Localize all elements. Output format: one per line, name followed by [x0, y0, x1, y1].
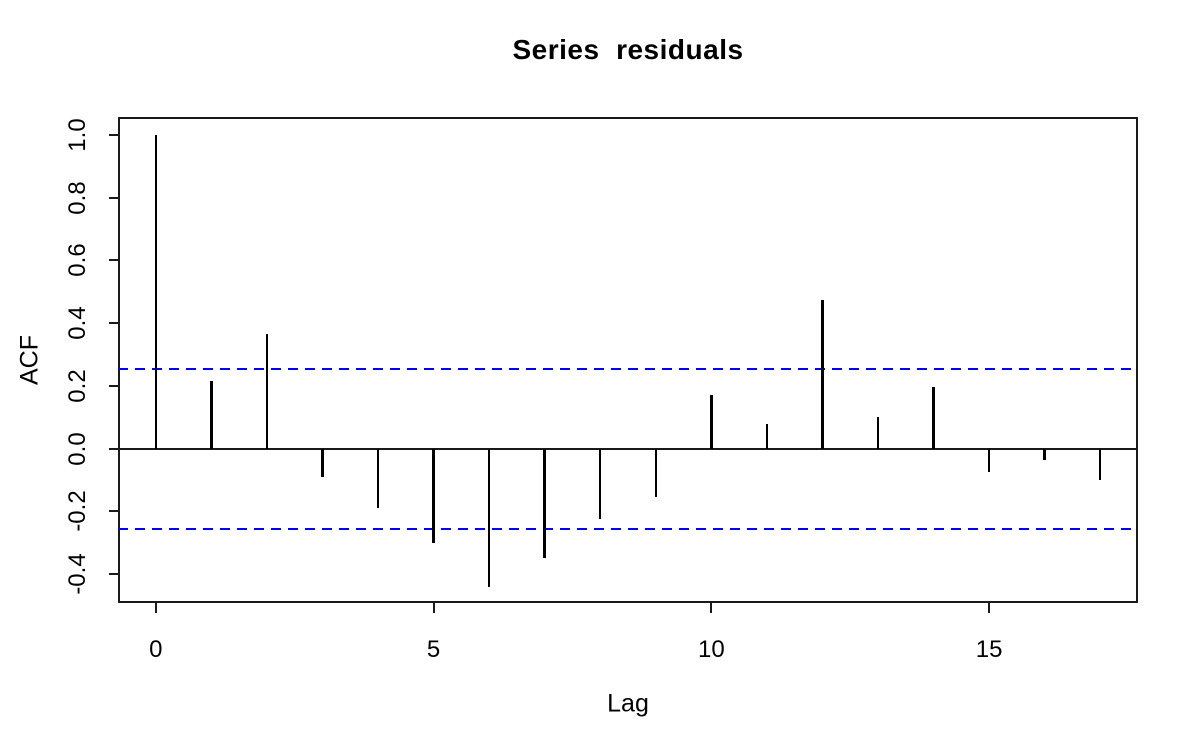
acf-bar-lag-10: [710, 395, 713, 449]
y-axis-tick-label: -0.4: [64, 553, 91, 595]
acf-bar-lag-7: [543, 448, 546, 559]
x-axis-tick: [988, 603, 991, 613]
y-axis-tick: [109, 196, 118, 199]
y-axis-tick: [109, 322, 118, 325]
y-axis-tick-label: 0.0: [64, 431, 91, 466]
y-axis-tick-label: -0.2: [64, 490, 91, 533]
y-axis-tick: [109, 384, 118, 387]
acf-bar-lag-11: [765, 423, 769, 449]
y-axis-tick-label: 0.8: [64, 180, 91, 215]
y-axis-tick-label: 0.2: [64, 369, 91, 403]
acf-bar-lag-17: [1098, 448, 1102, 480]
acf-bar-lag-15: [987, 448, 991, 473]
y-axis-tick: [109, 573, 118, 576]
x-axis-tick: [154, 603, 157, 613]
y-axis-tick: [109, 510, 118, 513]
x-axis-tick-label: 10: [697, 636, 725, 663]
y-axis-tick: [109, 259, 118, 262]
acf-bar-lag-0: [154, 134, 158, 449]
plot-area: [118, 117, 1138, 603]
acf-bar-lag-14: [932, 387, 935, 449]
x-axis-tick-label: 5: [426, 636, 441, 663]
zero-axis-line: [118, 447, 1138, 450]
y-axis-tick-label: 1.0: [64, 118, 91, 152]
plot-border-box: [118, 117, 1138, 603]
x-axis-tick-label: 0: [149, 636, 163, 663]
acf-bar-lag-8: [598, 448, 602, 520]
lower-confidence-line: [118, 527, 1138, 530]
x-axis-label: Lag: [607, 689, 649, 718]
chart-title: Series residuals: [512, 34, 744, 65]
acf-bar-lag-16: [1043, 448, 1046, 460]
acf-bar-lag-9: [654, 448, 658, 498]
acf-bar-lag-1: [210, 381, 213, 449]
upper-confidence-line: [118, 367, 1138, 370]
acf-bar-lag-3: [321, 448, 324, 477]
y-axis-tick: [109, 133, 118, 136]
y-axis-tick-label: 0.4: [64, 306, 91, 340]
acf-bar-lag-12: [821, 299, 824, 449]
x-axis-tick-label: 15: [975, 636, 1003, 663]
x-axis-tick: [432, 603, 435, 613]
y-axis-tick: [109, 447, 118, 450]
acf-bar-lag-4: [376, 448, 380, 509]
y-axis-tick-label: 0.6: [64, 243, 91, 278]
acf-bar-lag-2: [265, 334, 269, 449]
acf-bar-lag-5: [432, 448, 435, 543]
y-axis-label: ACF: [15, 335, 44, 385]
acf-bar-lag-13: [876, 417, 880, 449]
acf-bar-lag-6: [487, 448, 491, 587]
x-axis-tick: [710, 603, 713, 613]
